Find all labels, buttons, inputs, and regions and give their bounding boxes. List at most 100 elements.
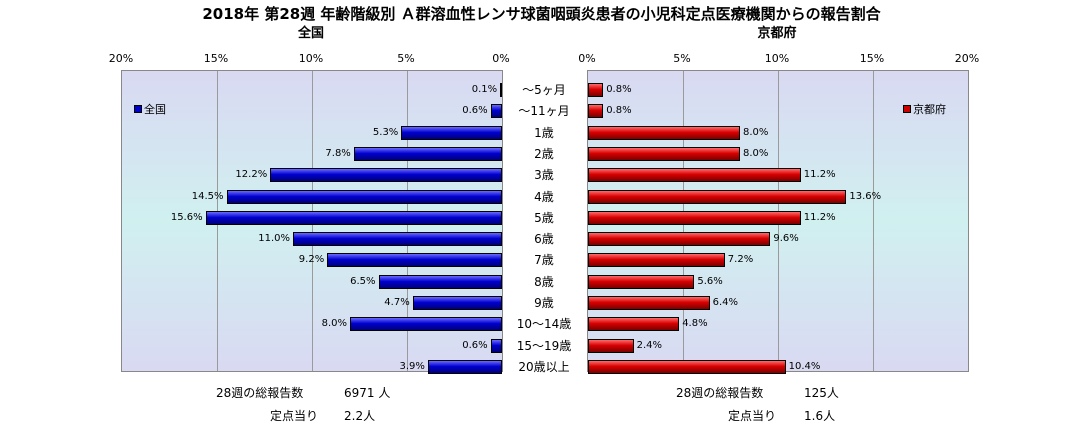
right-gridline xyxy=(873,71,874,371)
right-bar xyxy=(588,338,634,353)
category-label: 2歳 xyxy=(534,146,554,161)
right-tick-label: 5% xyxy=(673,52,691,65)
right-value-label: 5.6% xyxy=(697,275,723,287)
left-bar xyxy=(427,359,502,374)
left-value-label: 6.5% xyxy=(350,275,376,287)
right-value-label: 6.4% xyxy=(712,297,738,308)
left-bar xyxy=(350,317,502,332)
right-value-label: 8.0% xyxy=(743,147,769,159)
right-bar xyxy=(588,168,801,183)
right-total-value: 125人 xyxy=(804,386,839,400)
category-label: 10～14歳 xyxy=(516,317,572,332)
category-label: 5歳 xyxy=(534,210,554,225)
left-tick-label: 0% xyxy=(492,52,510,65)
left-bar xyxy=(500,83,502,97)
left-value-label: 7.8% xyxy=(325,147,351,159)
right-legend-swatch xyxy=(903,105,911,113)
right-total-label: 28週の総報告数 xyxy=(676,386,764,400)
right-per-value: 1.6人 xyxy=(804,409,836,423)
category-label: 3歳 xyxy=(534,168,554,183)
right-per-label: 定点当り xyxy=(728,409,777,423)
left-bar xyxy=(205,210,502,225)
category-label: ～11ヶ月 xyxy=(518,104,570,119)
right-tick-label: 20% xyxy=(954,52,980,65)
left-value-label: 14.5% xyxy=(191,190,224,202)
right-value-label: 9.6% xyxy=(773,233,799,245)
left-total-label: 28週の総報告数 xyxy=(216,386,304,400)
right-value-label: 2.4% xyxy=(636,339,662,351)
right-bar xyxy=(588,253,725,268)
left-value-label: 11.0% xyxy=(258,233,290,245)
left-bar xyxy=(412,296,502,310)
right-value-label: 0.8% xyxy=(606,105,632,117)
right-tick-label: 10% xyxy=(764,52,790,65)
left-value-label: 5.3% xyxy=(372,126,399,138)
category-label: 8歳 xyxy=(534,274,554,289)
right-value-label: 7.2% xyxy=(727,254,754,266)
left-bar xyxy=(293,232,502,247)
left-plot-area: 全国 0.1% 0.6% 5.3% 7.8% 12.2% 14.5% 15.6% 11.0% 9… xyxy=(121,70,503,374)
left-value-label: 4.7% xyxy=(384,297,410,308)
left-bar xyxy=(226,189,502,204)
left-legend: 全国 xyxy=(134,101,166,117)
category-label: 7歳 xyxy=(534,253,554,268)
right-legend: 京都府 xyxy=(903,101,946,117)
left-total-value: 6971 人 xyxy=(344,386,391,400)
left-value-label: 0.6% xyxy=(462,105,488,117)
right-value-label: 10.4% xyxy=(788,360,821,372)
right-bar xyxy=(588,83,604,97)
right-bar xyxy=(588,104,604,119)
left-bar xyxy=(353,146,502,161)
left-tick-label: 5% xyxy=(397,52,415,65)
right-value-label: 0.8% xyxy=(606,84,632,95)
right-value-label: 4.8% xyxy=(682,318,708,330)
right-tick-label: 15% xyxy=(859,52,885,65)
right-legend-label: 京都府 xyxy=(913,103,946,116)
left-legend-label: 全国 xyxy=(144,103,166,116)
right-panel-title: 京都府 xyxy=(757,26,797,41)
left-bar xyxy=(378,274,502,289)
right-bar xyxy=(588,232,771,247)
right-value-label: 8.0% xyxy=(743,126,769,138)
right-bar xyxy=(588,359,786,374)
category-label: 4歳 xyxy=(534,189,554,204)
left-tick-label: 20% xyxy=(108,52,134,65)
left-value-label: 0.1% xyxy=(471,84,498,95)
category-label: 15～19歳 xyxy=(516,338,572,353)
category-label: 9歳 xyxy=(534,296,554,310)
right-bar xyxy=(588,189,847,204)
right-value-label: 11.2% xyxy=(803,169,836,181)
left-bar xyxy=(490,338,502,353)
left-value-label: 12.2% xyxy=(235,169,268,181)
left-value-label: 8.0% xyxy=(321,318,347,330)
right-bar xyxy=(588,296,710,310)
right-value-label: 13.6% xyxy=(849,190,882,202)
category-label: 6歳 xyxy=(534,232,554,247)
left-value-label: 15.6% xyxy=(170,211,203,223)
right-tick-label: 0% xyxy=(578,52,596,65)
chart-title: 2018年 第28週 年齢階級別 Ａ群溶血性レンサ球菌咽頭炎患者の小児科定点医療… xyxy=(202,5,881,23)
left-bar xyxy=(490,104,502,119)
right-bar xyxy=(588,146,740,161)
left-legend-swatch xyxy=(134,105,142,113)
left-tick-label: 10% xyxy=(298,52,324,65)
left-per-value: 2.2人 xyxy=(344,409,376,423)
right-plot-area: 京都府 0.8% 0.8% 8.0% 8.0% 11.2% 13.6% 11.2% 9.6% 7… xyxy=(587,70,969,374)
left-tick-label: 15% xyxy=(203,52,229,65)
left-value-label: 9.2% xyxy=(298,254,325,266)
left-panel-title: 全国 xyxy=(297,26,324,41)
right-value-label: 11.2% xyxy=(803,211,836,223)
left-value-label: 0.6% xyxy=(462,339,488,351)
category-label: 1歳 xyxy=(534,125,554,140)
left-bar xyxy=(401,125,502,140)
right-bar xyxy=(588,274,695,289)
right-bar xyxy=(588,210,801,225)
category-label: ～5ヶ月 xyxy=(522,83,566,97)
left-value-label: 3.9% xyxy=(399,360,425,372)
category-label: 20歳以上 xyxy=(518,359,570,374)
left-per-label: 定点当り xyxy=(270,409,319,423)
left-bar xyxy=(270,168,502,183)
right-bar xyxy=(588,125,740,140)
left-bar xyxy=(327,253,502,268)
right-bar xyxy=(588,317,680,332)
